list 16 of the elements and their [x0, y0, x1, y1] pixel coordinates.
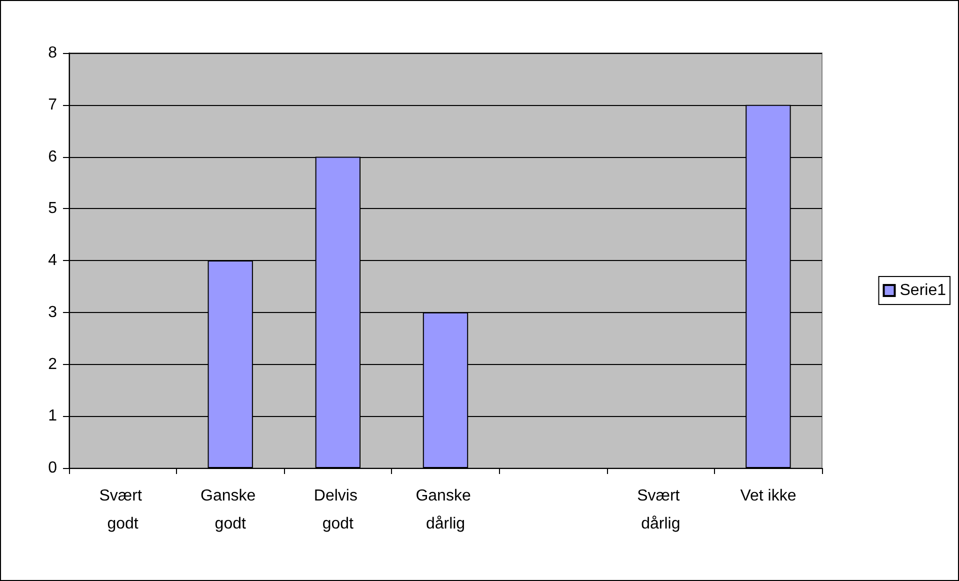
y-tick-label: 8 [48, 44, 58, 62]
legend-label: Serie1 [900, 282, 946, 299]
x-tick-label: Svært godt [99, 488, 146, 532]
x-tick-label: Svært dårlig [637, 488, 684, 532]
y-tick-label: 2 [48, 356, 58, 373]
x-tick-label: Ganske godt [200, 488, 260, 532]
y-tick-label: 6 [48, 148, 58, 166]
y-tick-label: 4 [48, 252, 58, 269]
y-tick-label: 7 [48, 96, 58, 114]
y-tick-label: 1 [48, 408, 58, 425]
y-tick-label: 5 [48, 200, 58, 218]
x-tick-label: Delvis godt [314, 488, 362, 532]
y-tick-label: 0 [48, 460, 58, 476]
x-tick-label: Vet ikke [740, 488, 796, 504]
y-tick-label: 3 [48, 304, 58, 321]
x-tick-label: Ganske dårlig [416, 488, 476, 532]
